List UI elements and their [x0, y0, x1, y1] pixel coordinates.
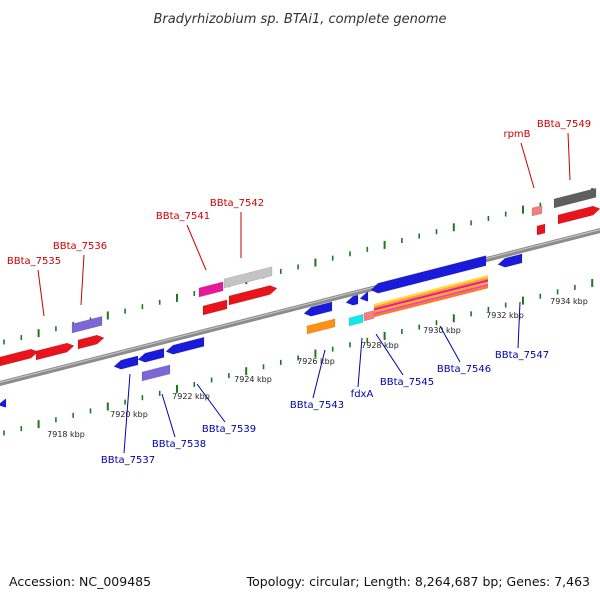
gene-feature-arrow	[35, 342, 75, 361]
gene-feature-arrow	[0, 398, 7, 408]
tick-label: 7926 kbp	[297, 357, 335, 366]
gene-label: fdxA	[351, 389, 374, 400]
gene-feature-arrow	[0, 348, 39, 367]
tick-label: 7918 kbp	[47, 430, 85, 439]
gene-label: BBta_7546	[437, 364, 491, 375]
gene-feature-arrow	[141, 364, 171, 382]
gene-feature-arrow	[359, 291, 369, 302]
tick-label: 7934 kbp	[550, 297, 588, 306]
label-leader-line	[186, 224, 207, 271]
gene-label: BBta_7535	[7, 256, 61, 267]
genome-backbone	[0, 227, 600, 387]
gene-label: BBta_7539	[202, 424, 256, 435]
label-leader-line	[312, 349, 326, 399]
gene-feature-arrow	[557, 205, 600, 225]
label-leader-line	[375, 333, 404, 376]
gene-label: BBta_7537	[101, 455, 155, 466]
gene-feature-arrow	[345, 294, 359, 306]
label-leader-line	[37, 269, 45, 317]
gene-feature-arrow	[348, 314, 364, 327]
gene-feature-arrow	[137, 347, 165, 363]
gene-feature-arrow	[113, 355, 139, 370]
tick-label: 7920 kbp	[110, 410, 148, 419]
gene-feature-band	[374, 283, 488, 315]
gene-label: BBta_7542	[210, 198, 264, 209]
gene-feature-arrow	[536, 223, 546, 236]
tick-label: 7930 kbp	[423, 326, 461, 335]
gene-label: rpmB	[503, 129, 530, 140]
label-leader-line	[517, 301, 521, 349]
label-leader-line	[80, 254, 85, 306]
gene-feature-band	[374, 277, 488, 309]
label-leaders	[37, 132, 571, 454]
genome-backbone-highlight	[0, 229, 600, 383]
gene-label: BBta_7545	[380, 377, 434, 388]
gene-label: BBta_7536	[53, 241, 107, 252]
gene-feature-arrow	[228, 285, 278, 306]
gene-feature-arrow	[497, 253, 523, 268]
label-leader-line	[161, 393, 176, 438]
label-leader-line	[520, 142, 535, 189]
accession-text: Accession: NC_009485	[9, 574, 152, 589]
tick-label: 7922 kbp	[172, 392, 210, 401]
gene-feature-band	[374, 281, 488, 313]
gene-feature-band	[374, 279, 488, 311]
label-leader-line	[567, 132, 571, 181]
tick-label: 7932 kbp	[486, 311, 524, 320]
gene-feature-arrow	[553, 187, 597, 209]
gene-label: BBta_7549	[537, 119, 591, 130]
genome-summary-text: Topology: circular; Length: 8,264,687 bp…	[246, 574, 590, 589]
gene-label: BBta_7541	[156, 211, 210, 222]
gene-feature-arrow	[71, 315, 103, 334]
tick-label: 7924 kbp	[234, 375, 272, 384]
label-leader-line	[123, 373, 131, 454]
gene-features	[0, 187, 600, 408]
label-leader-line	[439, 325, 461, 363]
gene-label: BBta_7543	[290, 400, 344, 411]
gene-feature-arrow	[306, 318, 336, 335]
gene-label: BBta_7547	[495, 350, 549, 361]
tick-label: 7928 kbp	[361, 341, 399, 350]
gene-feature-arrow	[303, 301, 333, 317]
gene-feature-arrow	[531, 205, 543, 217]
gene-feature-band	[374, 275, 488, 307]
gene-feature-arrow	[363, 310, 375, 322]
gene-feature-arrow	[198, 281, 224, 298]
label-leader-line	[357, 337, 363, 388]
gene-feature-arrow	[165, 336, 205, 355]
gene-feature-band	[374, 286, 488, 318]
gene-feature-arrow	[77, 334, 105, 350]
gene-label: BBta_7538	[152, 439, 206, 450]
tick-labels: 7918 kbp 7920 kbp 7922 kbp 7924 kbp 7926 kbp…	[47, 297, 588, 439]
gene-feature-arrow	[370, 255, 487, 294]
map-title: Bradyrhizobium sp. BTAi1, complete genom…	[153, 12, 446, 27]
gene-feature-arrow	[223, 266, 273, 289]
gene-feature-arrow	[202, 299, 228, 316]
label-leader-line	[196, 383, 226, 423]
